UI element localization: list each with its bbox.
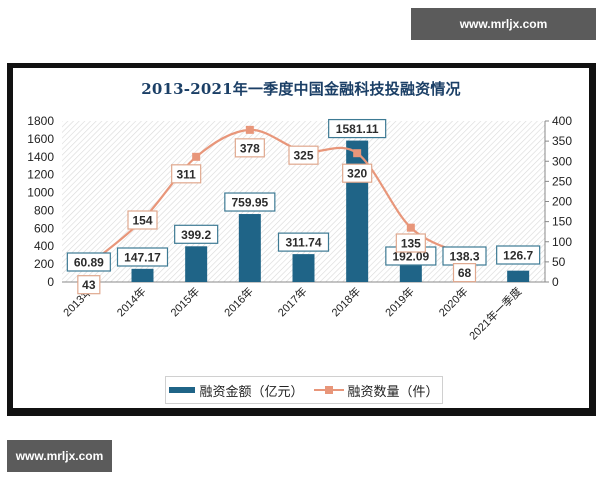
line-marker-icon — [406, 223, 415, 232]
bar-amount — [292, 254, 315, 282]
chart-panel: 2013-2021年一季度中国金融科技投融资情况 0 200 400 600 800 10… — [13, 68, 589, 408]
x-tick-label: 2019年 — [382, 284, 417, 319]
y-left-tick-label: 400 — [34, 239, 54, 253]
bar-amount — [399, 264, 422, 282]
y-right-tick-label: 100 — [552, 235, 572, 249]
bar-data-label: 147.17 — [124, 251, 161, 265]
bar-amount — [507, 270, 530, 282]
line-marker-icon — [192, 152, 201, 161]
y-left-tick-label: 0 — [47, 275, 54, 289]
y-left-tick-label: 800 — [34, 203, 54, 217]
y-left-tick-label: 1800 — [27, 114, 54, 128]
bar-data-label: 138.3 — [449, 250, 479, 264]
line-marker-icon — [245, 125, 254, 134]
y-right-tick-label: 400 — [552, 114, 572, 128]
bar-amount — [185, 246, 208, 282]
y-left-tick-label: 1400 — [27, 150, 54, 164]
x-tick-label: 2020年 — [436, 284, 471, 319]
line-data-label: 43 — [82, 278, 96, 292]
x-tick-label: 2018年 — [328, 284, 363, 319]
y-right-tick-label: 250 — [552, 174, 572, 188]
y-right-tick-label: 350 — [552, 134, 572, 148]
legend-label-amount: 融资金额（亿元） — [199, 383, 304, 399]
line-data-label-box — [342, 163, 373, 183]
x-tick-label: 2016年 — [221, 284, 256, 319]
bar-data-label: 759.95 — [231, 196, 268, 210]
y-left-tick-label: 1200 — [27, 168, 54, 182]
y-right-tick-label: 300 — [552, 154, 572, 168]
watermark-top: www.mrljx.com — [411, 8, 596, 40]
line-data-label-box — [395, 233, 426, 253]
bar-data-label: 60.89 — [74, 256, 104, 270]
y-left-tick-label: 1000 — [27, 186, 54, 200]
y-left-tick-label: 600 — [34, 221, 54, 235]
y-left-tick-label: 1600 — [27, 132, 54, 146]
bar-data-label-box — [174, 224, 219, 244]
line-marker-swatch-icon — [313, 385, 344, 395]
x-tick-label: 2014年 — [114, 284, 149, 319]
line-data-label-box — [288, 145, 319, 165]
bar-data-label: 1581.11 — [336, 122, 379, 136]
line-data-label: 154 — [132, 214, 152, 228]
bar-data-label: 399.2 — [181, 228, 211, 242]
legend-label-count: 融资数量（件） — [347, 383, 439, 399]
line-marker-icon — [353, 149, 362, 158]
y-right-tick-label: 200 — [552, 195, 572, 209]
bar-data-label-box — [224, 192, 276, 212]
bar-data-label: 126.7 — [503, 249, 533, 263]
legend-item-amount: 融资金额（亿元） — [169, 381, 304, 400]
y-right-tick-label: 0 — [552, 275, 559, 289]
legend-item-count: 融资数量（件） — [313, 381, 439, 400]
line-data-label: 311 — [176, 167, 196, 181]
line-data-label-box — [234, 138, 265, 158]
y-right-tick-label: 50 — [552, 255, 566, 269]
bar-data-label-box — [66, 252, 111, 272]
watermark-bottom: www.mrljx.com — [7, 440, 112, 472]
bar-data-label: 192.09 — [392, 250, 429, 264]
chart-legend: 融资金额（亿元） 融资数量（件） — [165, 376, 443, 404]
chart-frame: 2013-2021年一季度中国金融科技投融资情况 0 200 400 600 800 10… — [7, 63, 596, 416]
line-data-label: 68 — [458, 266, 472, 280]
line-data-label-box — [127, 210, 158, 230]
bar-data-label-box — [277, 232, 330, 252]
bar-data-label-box — [496, 245, 541, 265]
y-right-tick-label: 150 — [552, 215, 572, 229]
bar-amount — [131, 268, 154, 282]
y-left-tick-label: 200 — [34, 257, 54, 271]
chart-plot: 0 200 400 600 800 1000 1200 1400 1600 1800 0 50 100 1… — [27, 114, 572, 343]
x-tick-label: 2015年 — [167, 284, 202, 319]
x-tick-label: 2017年 — [275, 284, 310, 319]
line-data-label: 135 — [401, 237, 421, 251]
line-data-label: 325 — [293, 149, 313, 163]
bar-data-label-box — [116, 247, 169, 267]
line-data-label: 378 — [240, 141, 260, 155]
bar-data-label-box — [328, 118, 387, 139]
bar-swatch-icon — [169, 387, 196, 393]
x-tick-label: 2021年一季度 — [466, 284, 524, 342]
bar-amount — [238, 214, 261, 282]
line-data-label: 320 — [347, 167, 367, 181]
bar-data-label: 311.74 — [285, 236, 321, 250]
line-data-label-box — [171, 164, 202, 184]
line-data-label-box — [77, 275, 101, 295]
line-data-label-box — [452, 263, 477, 283]
chart-title: 2013-2021年一季度中国金融科技投融资情况 — [141, 80, 461, 98]
